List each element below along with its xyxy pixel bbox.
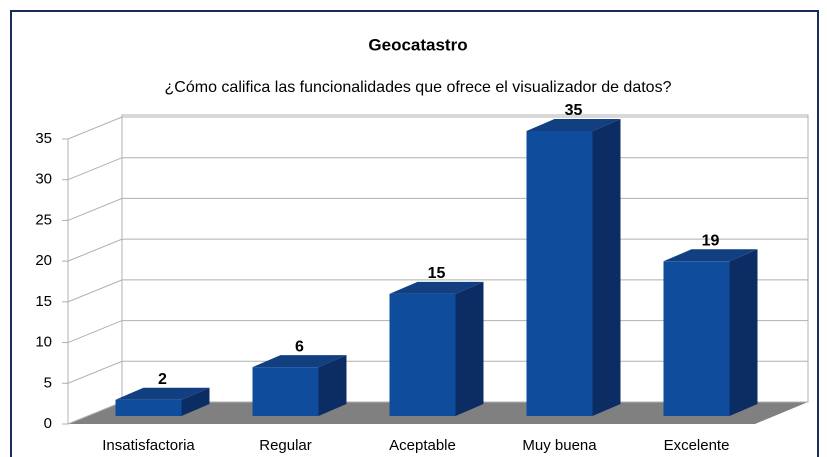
data-label: 35 xyxy=(565,102,583,119)
bar xyxy=(252,367,319,416)
y-tick-label: 30 xyxy=(35,171,52,188)
y-tick-label: 25 xyxy=(35,211,52,228)
bar-side xyxy=(729,249,758,416)
bar-top xyxy=(252,355,347,368)
bar xyxy=(115,399,182,416)
bar-side xyxy=(181,387,210,416)
bar-side xyxy=(592,119,621,416)
bar-top xyxy=(663,249,758,262)
bar-top xyxy=(526,119,621,131)
y-tick-label: 10 xyxy=(35,334,52,351)
bar xyxy=(389,293,456,416)
data-label: 19 xyxy=(702,233,720,250)
data-label: 6 xyxy=(295,338,304,355)
y-tick-label: 35 xyxy=(35,130,52,147)
x-tick-label: Excelente xyxy=(664,437,730,454)
y-tick-label: 20 xyxy=(35,252,52,269)
bar xyxy=(526,131,593,416)
grid-line xyxy=(67,116,808,140)
chart-title: Geocatastro xyxy=(368,35,467,54)
y-tick-label: 15 xyxy=(35,293,52,310)
x-tick-label: Insatisfactoria xyxy=(102,437,195,454)
x-tick-label: Aceptable xyxy=(389,437,456,454)
bar-top xyxy=(115,387,210,400)
data-label: 15 xyxy=(428,265,446,282)
y-tick-label: 0 xyxy=(44,415,52,432)
x-tick-label: Regular xyxy=(259,437,312,454)
bar-side xyxy=(455,281,484,416)
chart-subtitle: ¿Cómo califica las funcionalidades que o… xyxy=(165,79,672,96)
bar-top xyxy=(389,281,484,294)
y-tick-label: 5 xyxy=(44,374,52,391)
x-tick-label: Muy buena xyxy=(522,437,597,454)
data-label: 2 xyxy=(158,371,167,388)
bar-side xyxy=(318,355,347,416)
bar xyxy=(663,261,730,416)
